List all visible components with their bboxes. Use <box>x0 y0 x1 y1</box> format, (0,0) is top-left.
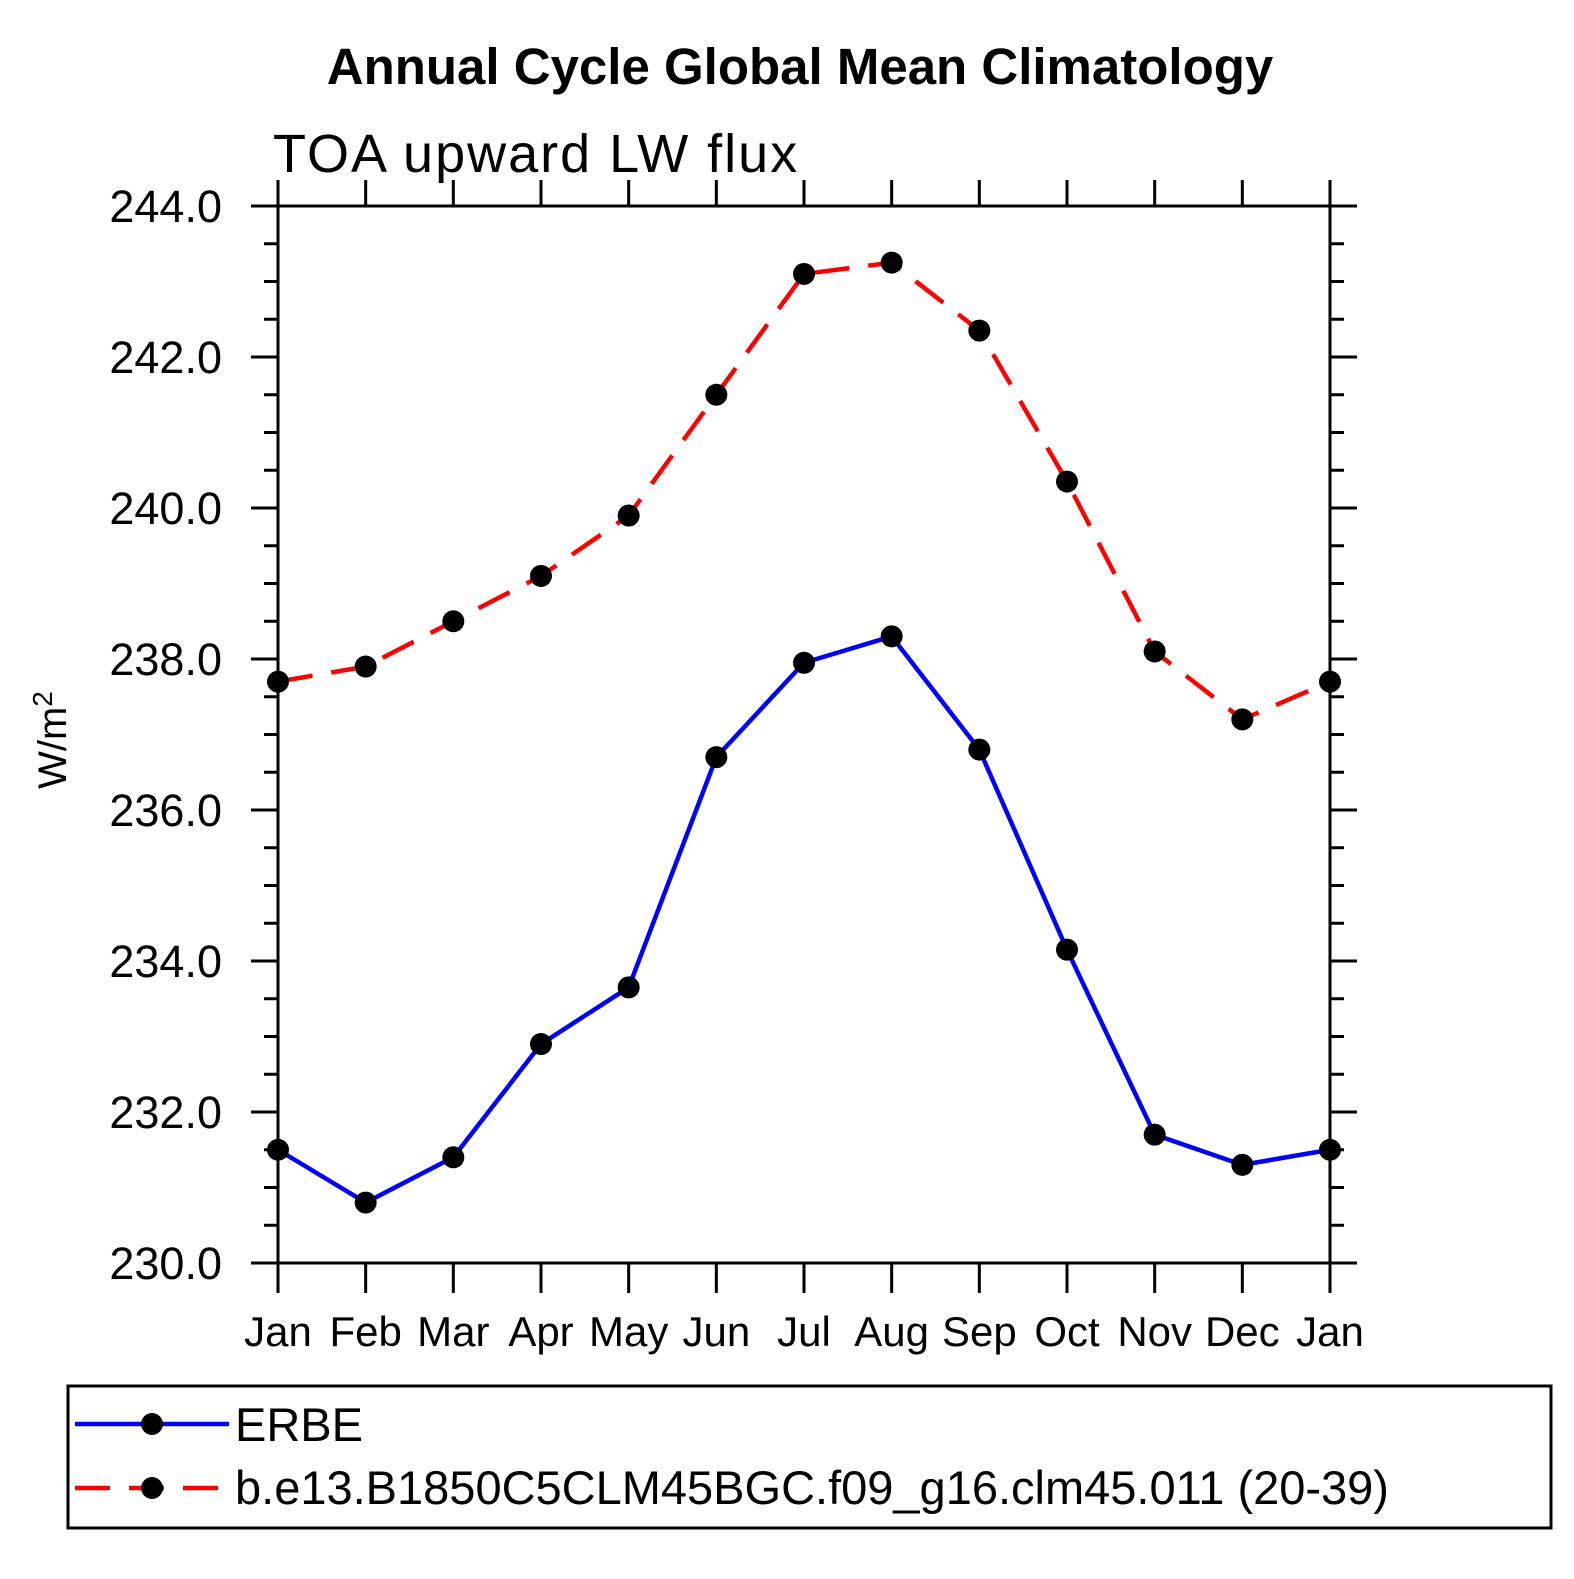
legend-label-model: b.e13.B1850C5CLM45BGC.f09_g16.clm45.011 … <box>235 1461 1389 1514</box>
x-tick-label: Apr <box>508 1308 573 1355</box>
x-tick-label: Feb <box>329 1308 401 1355</box>
y-tick-label: 242.0 <box>109 332 222 383</box>
y-axis-label-base: W/m <box>31 707 75 789</box>
data-point <box>1319 1138 1341 1161</box>
x-tick-label: Oct <box>1034 1308 1100 1355</box>
data-point <box>793 262 815 285</box>
data-point <box>530 564 552 587</box>
legend-marker <box>141 1477 163 1499</box>
data-point <box>530 1033 552 1056</box>
y-tick-label: 232.0 <box>109 1087 222 1138</box>
y-axis-label: W/m2 <box>27 691 75 789</box>
plot-box <box>276 204 1332 1265</box>
data-point <box>1231 1153 1254 1176</box>
y-tick-label: 244.0 <box>109 181 222 232</box>
data-point <box>267 1138 289 1161</box>
x-tick-label: Mar <box>417 1308 489 1355</box>
data-point <box>617 976 640 999</box>
x-tick-label: Jun <box>682 1308 750 1355</box>
data-point <box>442 610 465 633</box>
x-tick-label: Dec <box>1205 1308 1280 1355</box>
data-point <box>705 746 728 769</box>
x-tick-label: Jan <box>1296 1308 1364 1355</box>
y-tick-label: 238.0 <box>109 634 222 685</box>
data-point <box>354 655 377 678</box>
data-point <box>793 651 815 674</box>
chart-title: Annual Cycle Global Mean Climatology <box>327 38 1274 95</box>
data-point <box>968 319 991 342</box>
data-point <box>267 670 289 693</box>
x-tick-label: May <box>589 1308 668 1355</box>
data-point <box>1056 938 1078 961</box>
legend-box <box>66 1384 1553 1530</box>
series-line-erbe <box>276 634 1331 1205</box>
y-tick-label: 240.0 <box>109 483 222 534</box>
y-tick-label: 236.0 <box>109 785 222 836</box>
series-line-model <box>277 260 1331 722</box>
axis-tick-labels: 230.0 232.0 234.0 236.0 238.0 240.0 242.0 244.0… <box>109 181 1363 1355</box>
legend <box>66 1384 1553 1530</box>
data-point <box>968 738 991 761</box>
data-point <box>617 504 640 527</box>
data-point <box>880 625 903 648</box>
y-tick-label: 230.0 <box>109 1238 222 1289</box>
y-tick-label: 234.0 <box>109 936 222 987</box>
data-point <box>1231 708 1254 731</box>
data-point <box>1056 470 1078 493</box>
data-point <box>1319 670 1341 693</box>
x-tick-label: Sep <box>942 1308 1017 1355</box>
data-point <box>442 1146 465 1169</box>
x-tick-label: Jan <box>244 1308 312 1355</box>
x-tick-label: Jul <box>777 1308 831 1355</box>
y-axis-label-exponent: 2 <box>27 691 58 707</box>
series-layer <box>267 251 1341 1214</box>
x-tick-label: Aug <box>854 1308 929 1355</box>
axis-ticks <box>251 180 1357 1293</box>
data-point <box>354 1191 377 1214</box>
data-point <box>880 251 903 274</box>
legend-label-erbe: ERBE <box>235 1398 363 1451</box>
data-point <box>1143 1123 1166 1146</box>
plot-frame <box>276 204 1332 1265</box>
data-point <box>1143 640 1166 663</box>
chart-subtitle: TOA upward LW flux <box>273 124 799 184</box>
legend-marker <box>141 1413 163 1435</box>
data-point <box>705 383 728 406</box>
x-tick-label: Nov <box>1117 1308 1192 1355</box>
